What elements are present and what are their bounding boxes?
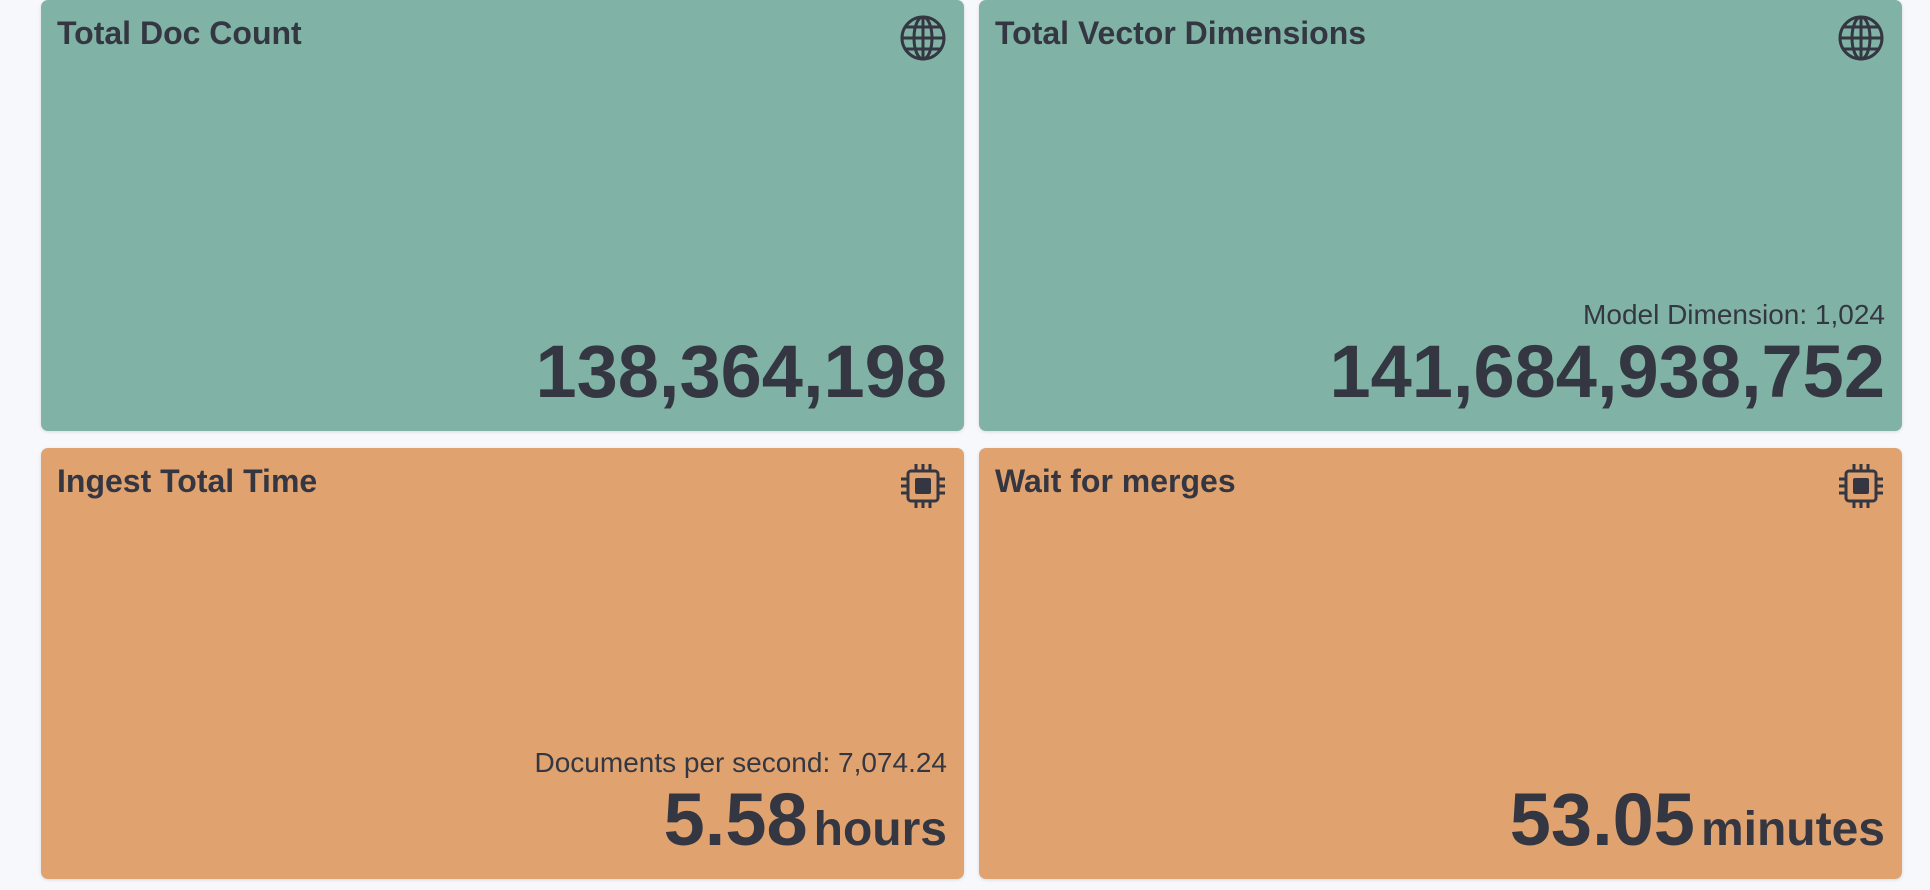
globe-icon bbox=[1838, 15, 1884, 61]
metric-card: Total Doc Count 138,364,198 bbox=[41, 0, 964, 431]
metric-value: 5.58 bbox=[663, 778, 808, 861]
card-title: Total Doc Count bbox=[57, 15, 302, 51]
metric-card: Wait for merges 53.05 minutes bbox=[979, 448, 1902, 879]
metric-subtitle: Documents per second: 7,074.24 bbox=[534, 747, 947, 778]
card-body: 138,364,198 bbox=[535, 335, 947, 409]
card-title: Ingest Total Time bbox=[57, 463, 318, 499]
metric-unit: hours bbox=[813, 803, 947, 856]
card-body: Documents per second: 7,074.24 5.58 hours bbox=[535, 747, 947, 857]
chip-icon bbox=[901, 464, 945, 508]
card-title: Total Vector Dimensions bbox=[995, 15, 1367, 51]
metric-row: 53.05 minutes bbox=[1510, 783, 1885, 857]
chip-icon bbox=[1839, 464, 1883, 508]
dashboard: Total Doc Count 138,364,198 Total Vector… bbox=[41, 0, 1902, 879]
metric-row: 5.58 hours bbox=[535, 783, 947, 857]
metric-unit: minutes bbox=[1700, 803, 1885, 856]
card-title: Wait for merges bbox=[995, 463, 1236, 499]
metric-subtitle: Model Dimension: 1,024 bbox=[1583, 299, 1885, 330]
card-body: 53.05 minutes bbox=[1510, 783, 1885, 857]
metric-card: Total Vector Dimensions Model Dimension:… bbox=[979, 0, 1902, 431]
metric-card: Ingest Total Time Documents per second: … bbox=[41, 448, 964, 879]
globe-icon bbox=[900, 15, 946, 61]
metric-value: 53.05 bbox=[1509, 778, 1695, 861]
card-body: Model Dimension: 1,024 141,684,938,752 bbox=[1329, 299, 1885, 409]
metric-value: 141,684,938,752 bbox=[1329, 330, 1885, 413]
metric-value: 138,364,198 bbox=[535, 330, 947, 413]
